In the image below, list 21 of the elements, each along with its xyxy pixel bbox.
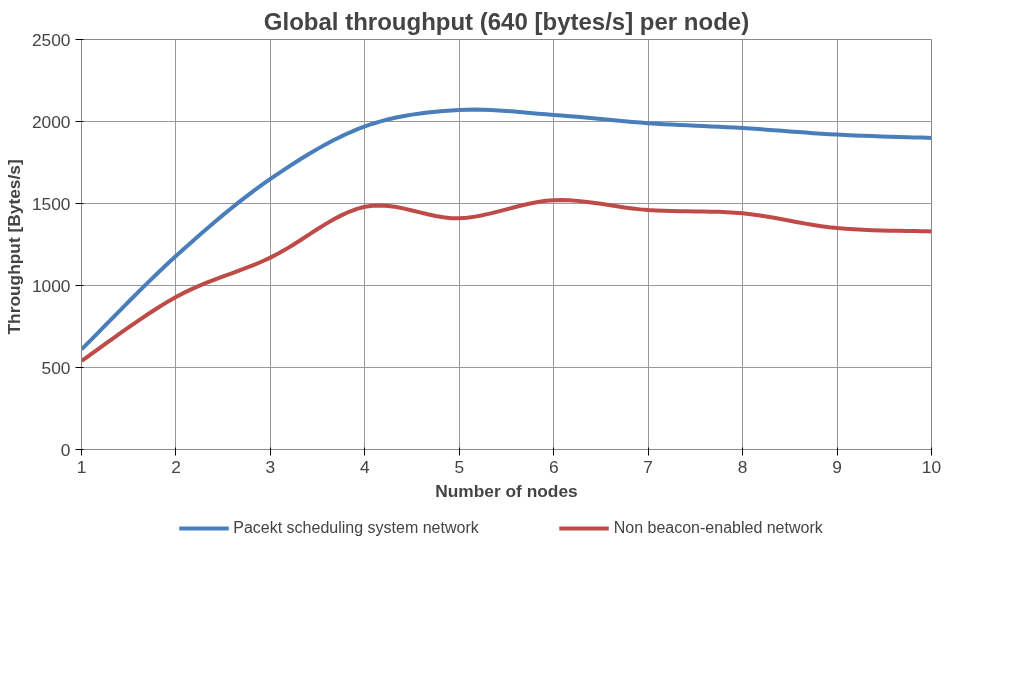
x-tick-label: 1: [76, 456, 87, 477]
legend-label: Non beacon-enabled network: [613, 519, 823, 537]
x-tick-label: 8: [737, 456, 748, 477]
x-axis-title: Number of nodes: [435, 480, 578, 501]
x-tick-label: 4: [360, 456, 371, 477]
x-tick-label: 2: [171, 456, 181, 477]
y-tick-label: 1000: [31, 275, 71, 296]
x-tick-label: 6: [548, 456, 559, 477]
y-tick-label: 500: [41, 357, 71, 378]
x-tick-label: 7: [643, 456, 653, 477]
x-tick-label: 10: [921, 456, 942, 477]
y-tick-label: 0: [60, 439, 71, 460]
x-tick-label: 5: [454, 456, 465, 477]
chart-title: Global throughput (640 [bytes/s] per node): [263, 7, 750, 35]
y-axis-title: Throughput [Bytes/s]: [3, 159, 24, 335]
x-tick-label: 3: [265, 456, 276, 477]
legend-label: Pacekt scheduling system network: [233, 519, 479, 537]
y-tick-label: 2500: [31, 29, 71, 50]
y-tick-label: 2000: [31, 111, 71, 132]
x-tick-label: 9: [832, 456, 842, 477]
y-tick-label: 1500: [31, 193, 71, 214]
